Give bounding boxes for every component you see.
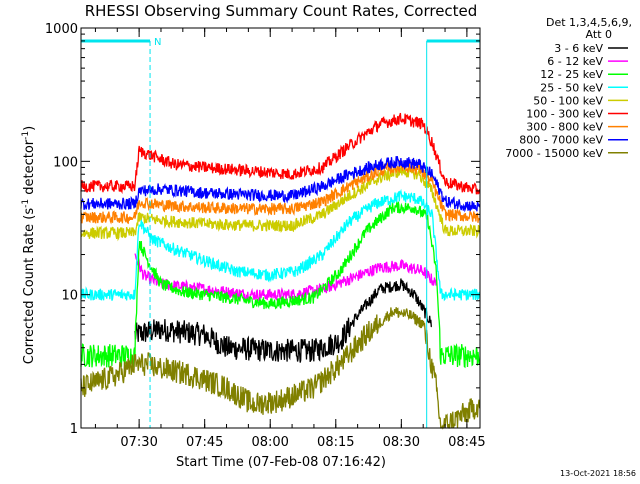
y-tick-label-4: 1000: [45, 22, 78, 37]
plot-frame: [80, 27, 481, 429]
y-axis-label-end: ): [22, 126, 37, 131]
legend-header-line-1: Det 1,3,4,5,6,9,: [546, 16, 632, 29]
series-line-7: [80, 160, 481, 225]
series-layer: [80, 112, 481, 430]
footer-timestamp: 13-Oct-2021 18:56: [560, 469, 636, 478]
legend-label-8: 800 - 7000 keV: [519, 134, 603, 147]
series-line-4: [80, 188, 481, 302]
chart-title: RHESSI Observing Summary Count Rates, Co…: [85, 2, 478, 20]
series-line-8: [80, 155, 481, 213]
legend-label-1: 3 - 6 keV: [554, 42, 603, 55]
legend-header-line-2: Att 0: [586, 28, 612, 41]
x-axis-label: Start Time (07-Feb-08 07:16:42): [176, 455, 386, 470]
axes-layer: 1 10 100 1000 07:30 07:45 08:00 08:15 08:30 08:45: [45, 22, 486, 450]
y-axis-label-sup1: -1: [21, 199, 31, 208]
y-axis-label-main: Corrected Count Rate (s: [22, 208, 37, 365]
legend-label-2: 6 - 12 keV: [547, 55, 603, 68]
series-line-2: [134, 253, 437, 303]
x-tick-label-4: 08:15: [317, 435, 354, 450]
x-tick-label-1: 07:30: [120, 435, 157, 450]
legend-label-7: 300 - 800 keV: [526, 121, 603, 134]
legend-label-9: 7000 - 15000 keV: [505, 147, 603, 160]
legend-label-5: 50 - 100 keV: [533, 94, 603, 107]
y-axis-label: Corrected Count Rate (s-1 detector-1): [21, 126, 37, 364]
legend-label-4: 25 - 50 keV: [540, 81, 603, 94]
x-tick-label-5: 08:30: [383, 435, 420, 450]
y-axis-label-mid: detector: [22, 139, 37, 199]
x-tick-label-2: 07:45: [186, 435, 223, 450]
night-marker-label: N: [154, 37, 161, 48]
series-line-3: [80, 201, 481, 369]
y-tick-label-1: 1: [70, 422, 78, 437]
y-tick-label-2: 10: [61, 289, 78, 304]
series-line-9: [80, 307, 481, 430]
y-axis-label-sup2: -1: [21, 131, 31, 140]
legend-label-3: 12 - 25 keV: [540, 68, 603, 81]
series-line-6: [80, 112, 481, 195]
series-line-1: [134, 278, 433, 363]
x-tick-label-6: 08:45: [448, 435, 485, 450]
y-tick-label-3: 100: [53, 155, 78, 170]
x-tick-label-3: 08:00: [251, 435, 288, 450]
legend-label-6: 100 - 300 keV: [526, 108, 603, 121]
